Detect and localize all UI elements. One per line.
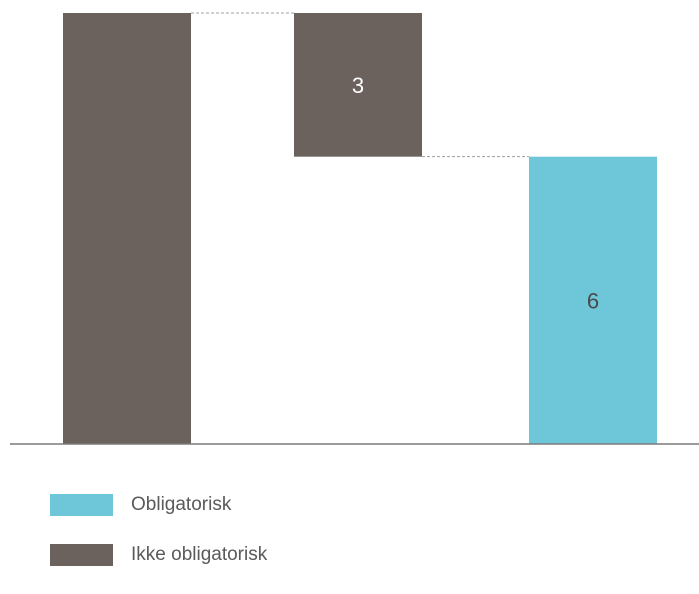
legend-swatch-obligatorisk <box>50 494 113 516</box>
legend-label-ikke-obligatorisk: Ikke obligatorisk <box>131 544 268 565</box>
legend-item-obligatorisk: Obligatorisk <box>50 494 267 516</box>
legend-item-ikke-obligatorisk: Ikke obligatorisk <box>50 544 267 566</box>
bar-3 <box>529 156 657 444</box>
connector-lines <box>191 12 529 158</box>
legend-swatch-ikke-obligatorisk <box>50 544 113 566</box>
bar-2 <box>294 13 422 157</box>
legend: Obligatorisk Ikke obligatorisk <box>50 494 267 594</box>
bar-value-label-2: 3 <box>352 73 364 98</box>
bar-1 <box>63 13 191 444</box>
waterfall-chart: 36 <box>10 12 699 445</box>
bars-group <box>63 13 657 444</box>
legend-label-obligatorisk: Obligatorisk <box>131 494 232 515</box>
bar-value-label-3: 6 <box>587 288 599 313</box>
bar-labels-group: 36 <box>352 73 599 314</box>
